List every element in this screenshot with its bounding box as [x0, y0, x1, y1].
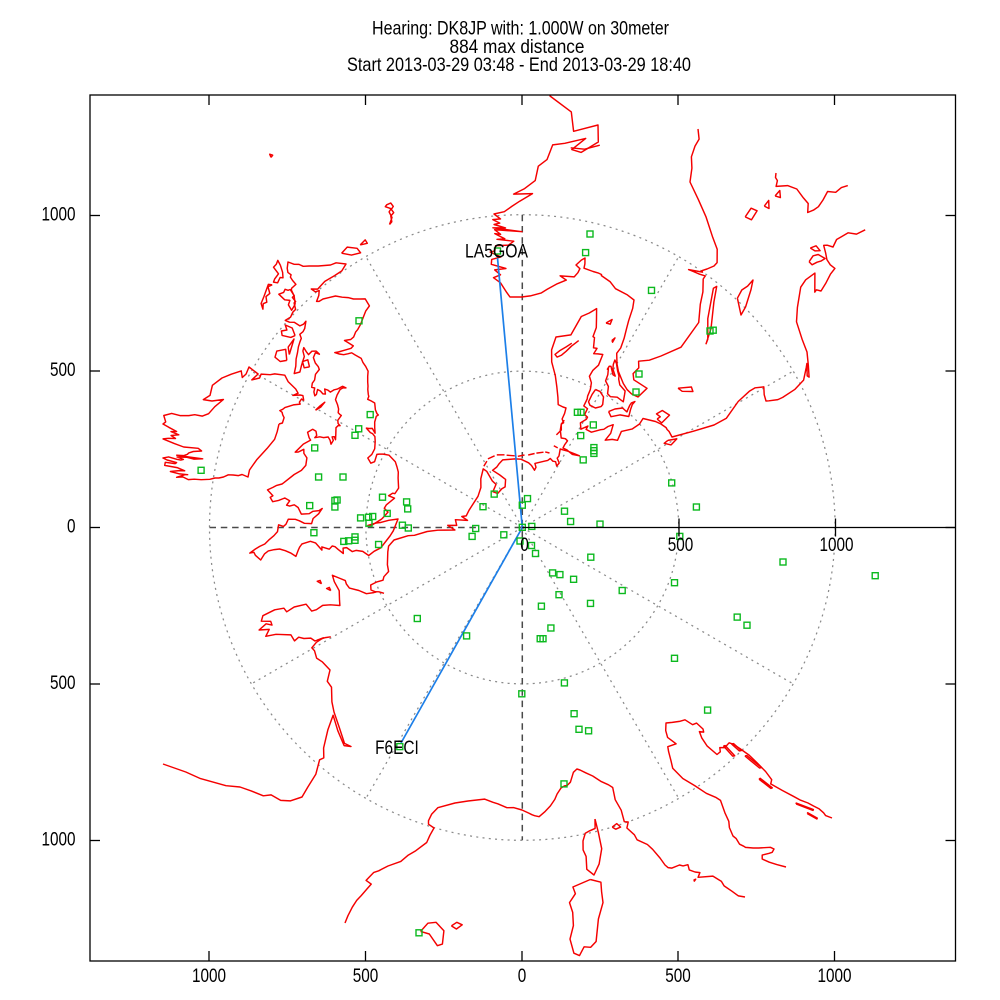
svg-text:500: 500 — [50, 673, 76, 694]
svg-text:500: 500 — [50, 360, 76, 381]
svg-text:1000: 1000 — [192, 966, 226, 987]
svg-text:0: 0 — [518, 966, 527, 987]
svg-text:Hearing: DK8JP with: 1.000W on: Hearing: DK8JP with: 1.000W on 30meter — [372, 19, 670, 40]
svg-text:500: 500 — [665, 966, 691, 987]
svg-text:0: 0 — [520, 535, 529, 556]
svg-text:Start 2013-03-29 03:48 - End 2: Start 2013-03-29 03:48 - End 2013-03-29 … — [347, 55, 691, 76]
svg-text:1000: 1000 — [42, 830, 76, 851]
svg-text:500: 500 — [668, 535, 694, 556]
svg-text:0: 0 — [67, 517, 76, 538]
svg-text:1000: 1000 — [42, 205, 76, 226]
svg-text:F6ECI: F6ECI — [375, 738, 419, 759]
svg-text:LA5GOA: LA5GOA — [465, 242, 528, 263]
svg-text:1000: 1000 — [818, 966, 852, 987]
svg-text:1000: 1000 — [820, 535, 854, 556]
svg-text:884 max distance: 884 max distance — [450, 37, 585, 58]
svg-text:500: 500 — [353, 966, 379, 987]
